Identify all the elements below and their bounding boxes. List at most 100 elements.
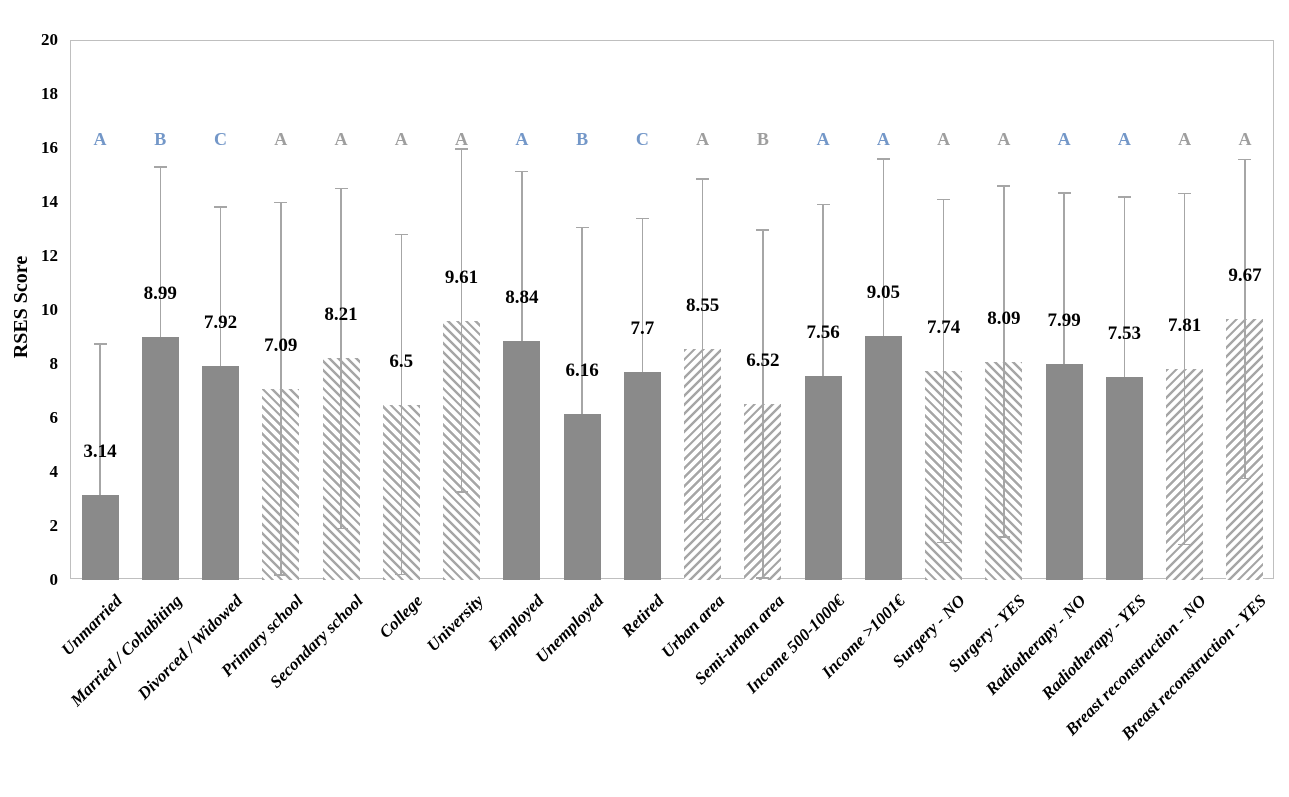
significance-letter: A: [334, 129, 348, 149]
value-label: 8.09: [987, 307, 1021, 329]
value-label: 6.5: [389, 350, 414, 372]
significance-letter: B: [576, 129, 589, 149]
value-label: 7.99: [1047, 310, 1081, 332]
significance-letter: A: [1117, 129, 1131, 149]
error-bar-cap-top: [997, 185, 1011, 187]
error-bar-cap-bottom: [997, 536, 1011, 538]
significance-letter: C: [214, 129, 228, 149]
error-bar-cap-top: [455, 148, 469, 150]
bar: [864, 335, 902, 580]
error-bar-cap-bottom: [756, 577, 770, 579]
x-axis-label: Radiotherapy - YES: [1037, 591, 1150, 704]
y-tick-label: 0: [49, 570, 59, 589]
significance-letter: A: [696, 129, 710, 149]
value-label: 7.74: [927, 317, 961, 339]
significance-letter: A: [937, 129, 951, 149]
significance-letter: A: [997, 129, 1011, 149]
error-bar: [942, 199, 945, 543]
error-bar-cap-top: [575, 226, 589, 229]
y-tick-label: 10: [41, 300, 58, 319]
bar: [141, 337, 179, 580]
y-tick-label: 8: [49, 354, 59, 373]
bar: [563, 413, 601, 580]
error-bar-cap-top: [756, 229, 770, 231]
error-bar-cap-top: [1178, 192, 1192, 195]
y-tick-label: 20: [41, 30, 58, 49]
value-label: 3.14: [83, 441, 117, 463]
value-label: 8.21: [324, 304, 358, 326]
error-bar-cap-top: [1057, 192, 1071, 194]
error-bar: [701, 179, 704, 520]
error-bar: [400, 234, 403, 575]
error-bar: [280, 202, 282, 575]
bar: [623, 372, 661, 580]
bar: [804, 375, 842, 580]
error-bar-cap-top: [816, 203, 830, 206]
value-label: 9.61: [444, 266, 479, 288]
bar: [503, 341, 541, 580]
error-bar-cap-bottom: [1238, 477, 1252, 479]
error-bar-cap-top: [937, 198, 951, 201]
error-bar: [762, 229, 764, 579]
bar: [202, 366, 240, 580]
error-bar-cap-top: [1238, 158, 1252, 161]
error-bar: [1244, 159, 1246, 479]
y-tick-label: 16: [41, 138, 58, 157]
value-label: 6.16: [565, 359, 599, 381]
error-bar: [1183, 193, 1186, 545]
significance-letter: A: [1178, 129, 1192, 149]
significance-letter: A: [1057, 129, 1071, 149]
significance-letter: B: [154, 129, 167, 149]
error-bar: [340, 188, 342, 529]
value-label: 7.09: [264, 334, 298, 356]
error-bar: [99, 344, 101, 580]
value-label: 9.67: [1228, 264, 1262, 286]
error-bar-cap-bottom: [455, 491, 469, 493]
error-bar-cap-bottom: [1178, 543, 1192, 546]
y-tick-label: 12: [41, 246, 58, 265]
value-label: 8.99: [143, 283, 177, 305]
bar: [1045, 364, 1083, 580]
plot-area-border: [70, 40, 1274, 579]
error-bar-cap-top: [1117, 196, 1131, 198]
error-bar: [1123, 197, 1126, 557]
error-bar: [1003, 186, 1005, 538]
y-tick-label: 18: [41, 84, 58, 103]
error-bar: [159, 167, 161, 508]
significance-letter: A: [816, 129, 830, 149]
significance-letter: A: [394, 129, 408, 149]
significance-letter: A: [876, 129, 890, 149]
value-label: 7.92: [203, 312, 238, 334]
error-bar-cap-top: [635, 217, 649, 219]
error-bar-cap-bottom: [274, 574, 288, 576]
error-bar-cap-top: [876, 158, 890, 160]
value-label: 7.81: [1168, 315, 1202, 337]
error-bar-cap-top: [334, 187, 348, 190]
x-axis-label: University: [422, 591, 487, 656]
error-bar-cap-top: [153, 166, 167, 168]
error-bar-cap-bottom: [334, 527, 348, 530]
value-label: 8.55: [685, 295, 720, 317]
x-axis-label: Married / Cohabiting: [66, 591, 186, 710]
bar: [1105, 376, 1143, 580]
significance-letter: A: [1238, 129, 1252, 149]
value-label: 8.84: [505, 287, 539, 309]
y-tick-label: 14: [41, 192, 58, 211]
error-bar-cap-top: [394, 233, 408, 236]
x-axis-label: Retired: [618, 591, 668, 641]
error-bar-cap-bottom: [394, 573, 408, 576]
value-label: 7.7: [630, 318, 655, 340]
y-tick-label: 2: [49, 516, 59, 535]
error-bar-cap-top: [93, 343, 107, 345]
significance-letter: A: [455, 129, 469, 149]
error-bar-cap-top: [274, 201, 288, 204]
error-bar-cap-bottom: [937, 541, 951, 544]
error-bar-cap-top: [214, 206, 228, 208]
error-bar-cap-top: [696, 178, 710, 180]
error-bar: [1063, 192, 1065, 536]
significance-letter: B: [756, 129, 769, 149]
significance-letter: C: [635, 129, 649, 149]
x-axis-label: Divorced / Widowed: [133, 591, 246, 704]
bar: [81, 495, 119, 580]
